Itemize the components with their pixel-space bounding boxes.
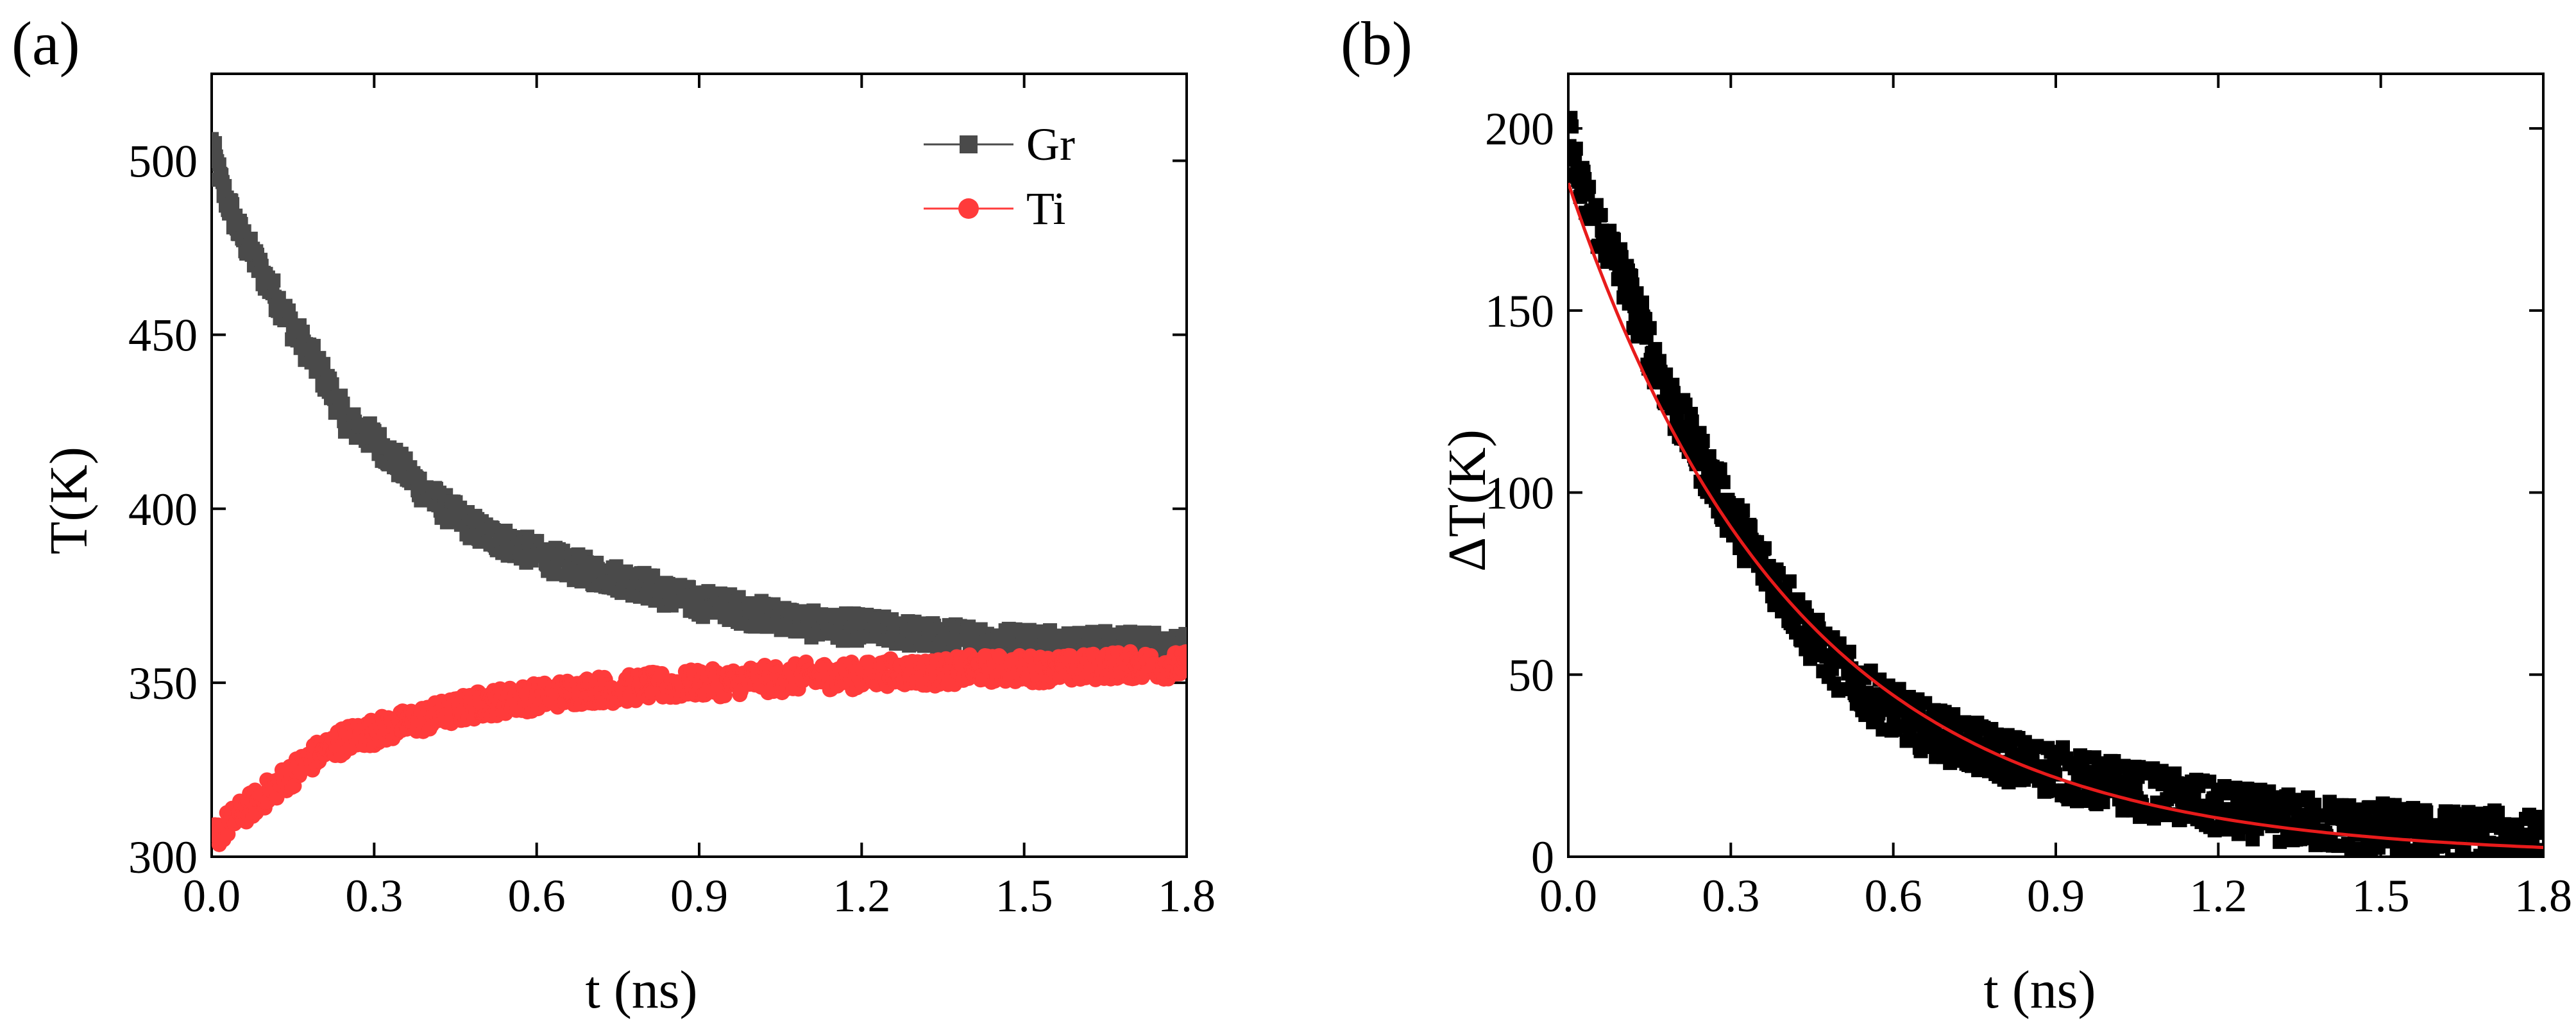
x-tick-label-b-6: 1.8 [2514, 870, 2572, 922]
x-tick-label-b-3: 0.9 [2027, 870, 2085, 922]
point-b-0-3 [1568, 119, 1579, 134]
point-a-0-3 [212, 136, 223, 151]
data-layer-b [1568, 110, 2543, 857]
y-tick-label-a-0: 300 [128, 832, 198, 883]
point-b-0-432 [2029, 739, 2044, 753]
point-b-0-857 [2490, 805, 2505, 820]
point-a-0-57 [266, 273, 281, 288]
y-tick-label-a-3: 450 [128, 310, 198, 361]
point-a-0-316 [547, 565, 562, 579]
point-b-0-204 [1782, 574, 1797, 589]
x-tick-label-b-2: 0.6 [1865, 870, 1922, 922]
point-b-0-456 [2055, 740, 2070, 755]
x-tick-label-b-0: 0.0 [1539, 870, 1597, 922]
x-tick-label-a-0: 0.0 [183, 870, 241, 922]
y-tick-label-a-4: 500 [128, 136, 198, 187]
point-b-0-19 [1582, 180, 1597, 194]
legend-label-ti: Ti [1026, 183, 1065, 234]
point-b-0-892 [2529, 825, 2543, 840]
point-a-0-12 [217, 178, 232, 193]
panel-label-b: (b) [1341, 9, 1412, 78]
y-tick-label-b-2: 100 [1485, 468, 1554, 519]
y-tick-label-a-2: 400 [128, 484, 198, 535]
point-a-0-111 [325, 377, 339, 391]
point-a-0-155 [373, 427, 387, 442]
point-b-0-124 [1695, 434, 1710, 449]
x-tick-label-b-1: 0.3 [1702, 870, 1759, 922]
point-b-0-168 [1743, 519, 1758, 534]
legend-marker-gr [960, 135, 978, 153]
fit-line [1568, 182, 2543, 850]
point-b-0-114 [1684, 414, 1699, 429]
point-b-0-315 [1902, 727, 1917, 742]
point-a-0-899 [1180, 633, 1187, 648]
x-tick-label-b-5: 1.5 [2352, 870, 2410, 922]
point-a-0-121 [335, 397, 350, 411]
y-tick-label-b-0: 0 [1531, 832, 1554, 883]
point-b-0-200 [1778, 587, 1793, 601]
plot-area-b: 0.0 0.3 0.6 0.9 1.2 1.5 1.8 0 50 100 150 200 [1485, 73, 2572, 922]
point-b-0-493 [2096, 794, 2110, 809]
point-b-0-140 [1713, 462, 1727, 477]
x-axis-title-b: t (ns) [1984, 960, 2096, 1020]
x-axis-title-a: t (ns) [586, 960, 698, 1020]
x-tick-label-b-4: 1.2 [2189, 870, 2247, 922]
x-tick-label-a-3: 0.9 [670, 870, 728, 922]
point-b-0-30 [1593, 208, 1608, 223]
point-b-0-143 [1716, 475, 1731, 490]
x-tick-label-a-6: 1.8 [1158, 870, 1216, 922]
point-b-0-68 [1634, 295, 1649, 310]
chart-panel-a: (a) 0.0 0.3 0.6 0.9 1.2 1.5 1.8 300 350 400 450 500… [12, 9, 1216, 1020]
point-b-0-355 [1946, 707, 1961, 721]
y-tick-label-b-1: 50 [1508, 649, 1554, 701]
point-b-0-84 [1652, 354, 1667, 368]
point-a-1-899 [1179, 650, 1187, 666]
point-b-0-80 [1648, 341, 1663, 356]
point-b-0-181 [1758, 541, 1772, 556]
point-b-0-688 [2307, 798, 2322, 812]
point-a-0-94 [306, 339, 321, 354]
chart-panel-b: (b) 0.0 0.3 0.6 0.9 1.2 1.5 1.8 0 50 100 150 200 t … [1341, 9, 2572, 1020]
point-a-0-19 [225, 197, 240, 212]
data-layer-a [212, 132, 1187, 852]
y-tick-label-b-3: 150 [1485, 286, 1554, 337]
point-b-0-828 [2459, 852, 2473, 857]
point-b-0-815 [2445, 852, 2459, 857]
panel-label-a: (a) [12, 9, 80, 78]
x-tick-label-a-5: 1.5 [996, 870, 1053, 922]
legend-a: Gr Ti [924, 119, 1075, 234]
plot-area-a: 0.0 0.3 0.6 0.9 1.2 1.5 1.8 300 350 400 450 500 Gr Ti [128, 73, 1216, 922]
point-b-0-899 [2536, 809, 2543, 824]
x-tick-label-a-2: 0.6 [508, 870, 566, 922]
point-b-0-791 [2419, 805, 2434, 820]
legend-marker-ti [958, 198, 979, 219]
x-tick-label-a-4: 1.2 [833, 870, 890, 922]
point-b-0-259 [1842, 644, 1856, 659]
point-b-0-75 [1642, 321, 1657, 336]
y-tick-label-b-4: 200 [1485, 103, 1554, 155]
y-axis-title-b: ΔT(K) [1437, 429, 1497, 572]
point-b-0-161 [1736, 503, 1750, 518]
point-b-0-656 [2273, 834, 2287, 849]
y-axis-title-a: T(K) [39, 447, 99, 554]
legend-label-gr: Gr [1026, 119, 1075, 170]
point-b-0-898 [2535, 851, 2543, 857]
point-b-0-194 [1772, 566, 1786, 581]
point-b-0-7 [1568, 141, 1583, 156]
point-b-0-540 [2147, 811, 2162, 826]
y-tick-label-a-1: 350 [128, 658, 198, 709]
point-a-0-103 [316, 357, 331, 372]
x-tick-label-a-1: 0.3 [345, 870, 403, 922]
